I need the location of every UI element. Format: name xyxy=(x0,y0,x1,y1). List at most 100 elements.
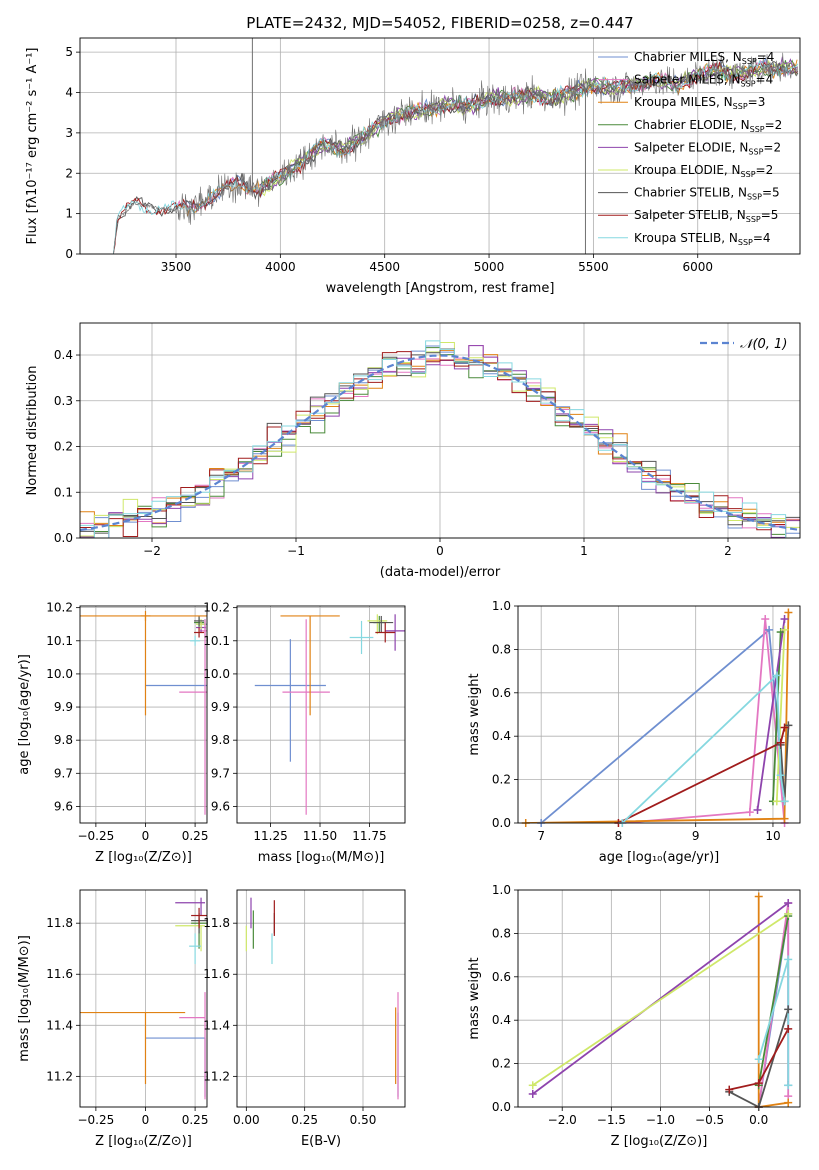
x-tick-label: 1 xyxy=(580,544,588,558)
x-tick-label: 0.0 xyxy=(749,1113,768,1127)
axes-frame xyxy=(517,605,801,824)
mass-weight-line xyxy=(728,1009,790,1107)
x-axis-label: age [log₁₀(age/yr)] xyxy=(599,850,720,865)
x-tick-label: 0.25 xyxy=(182,1113,209,1127)
plot-area xyxy=(80,340,800,538)
mass-weight-line xyxy=(622,618,786,823)
mass-weight-line xyxy=(621,673,786,823)
y-tick-label: 10.0 xyxy=(203,667,230,681)
y-tick-label: 9.7 xyxy=(211,766,230,780)
axes-frame xyxy=(517,889,801,1108)
panel-weight-z: −2.0 −1.5 −1.0 −0.5 0.0 0.0 0.2 0.4 0.6 0.8 1.0 Z [… xyxy=(467,883,801,1149)
axes-frame xyxy=(236,889,406,1108)
x-tick-label: 5000 xyxy=(474,260,505,274)
y-tick-label: 0.0 xyxy=(492,816,511,830)
y-tick-label: 11.8 xyxy=(203,916,230,930)
y-tick-label: 11.4 xyxy=(203,1018,230,1032)
y-tick-label: 0.1 xyxy=(54,485,73,499)
legend-label: Chabrier ELODIE, NSSP=2 xyxy=(634,118,782,134)
y-tick-label: 1 xyxy=(65,207,73,221)
x-tick-label: 0 xyxy=(142,1113,150,1127)
legend-label: Kroupa ELODIE, NSSP=2 xyxy=(634,163,773,179)
x-tick-label: −2 xyxy=(143,544,161,558)
y-tick-label: 10.2 xyxy=(46,601,73,615)
y-axis-label: Flux [fλ10⁻¹⁷ erg cm⁻² s⁻¹ A⁻¹] xyxy=(25,48,40,245)
y-tick-label: 9.8 xyxy=(211,733,230,747)
x-tick-label: −0.25 xyxy=(77,829,114,843)
y-tick-label: 0.3 xyxy=(54,394,73,408)
y-tick-label: 2 xyxy=(65,166,73,180)
x-tick-label: −1.5 xyxy=(597,1113,626,1127)
x-tick-label: 7 xyxy=(537,829,545,843)
y-tick-label: 11.6 xyxy=(46,967,73,981)
x-tick-label: 5500 xyxy=(578,260,609,274)
figure-title: PLATE=2432, MJD=54052, FIBERID=0258, z=0… xyxy=(246,14,633,32)
residual-histogram xyxy=(80,351,800,538)
x-tick-label: 10 xyxy=(765,829,780,843)
y-axis-label: mass weight xyxy=(467,957,482,1039)
panel-ebv-mass: 0.00 0.25 0.50 11.2 11.4 11.6 11.8 E(B-V) xyxy=(203,889,406,1149)
y-tick-label: 0.2 xyxy=(54,440,73,454)
x-tick-label: 4500 xyxy=(369,260,400,274)
mass-weight-line xyxy=(525,612,790,823)
panel-z-age: −0.25 0 0.25 9.6 9.7 9.8 9.9 10.0 10.1 10.2 Z [log… xyxy=(17,601,208,865)
plot-area xyxy=(254,614,405,815)
panel-weight-age: 7 8 9 10 0.0 0.2 0.4 0.6 0.8 1.0 age [log₁₀(age/yr… xyxy=(467,599,801,865)
plot-area xyxy=(80,610,207,815)
x-tick-label: −2.0 xyxy=(548,1113,577,1127)
model-spectrum-line xyxy=(112,60,799,254)
y-tick-label: 11.2 xyxy=(203,1069,230,1083)
residual-histogram xyxy=(80,340,800,538)
y-tick-label: 0.2 xyxy=(492,773,511,787)
plot-area xyxy=(80,897,207,1100)
mass-weight-line xyxy=(540,628,786,823)
x-tick-label: −0.25 xyxy=(77,1113,114,1127)
y-tick-label: 9.9 xyxy=(211,700,230,714)
y-tick-label: 5 xyxy=(65,45,73,59)
x-tick-label: 9 xyxy=(692,829,700,843)
y-tick-label: 1.0 xyxy=(492,599,511,613)
y-tick-label: 0.4 xyxy=(492,1013,511,1027)
x-tick-label: 0.00 xyxy=(233,1113,260,1127)
y-tick-label: 4 xyxy=(65,86,73,100)
y-tick-label: 10.1 xyxy=(203,634,230,648)
y-tick-label: 11.6 xyxy=(203,967,230,981)
x-axis-label: mass [log₁₀(M/M⊙)] xyxy=(258,850,385,865)
y-tick-label: 10.0 xyxy=(46,667,73,681)
x-tick-label: −1.0 xyxy=(646,1113,675,1127)
x-tick-label: 2 xyxy=(724,544,732,558)
y-tick-label: 9.6 xyxy=(211,799,230,813)
y-tick-label: 0.4 xyxy=(54,348,73,362)
mass-weight-line xyxy=(775,629,786,802)
y-tick-label: 0.0 xyxy=(492,1100,511,1114)
spectrum-legend: Chabrier MILES, NSSP=4 Salpeter MILES, NS… xyxy=(598,50,782,247)
panel-residuals: −2 −1 0 1 2 0.0 0.1 0.2 0.3 0.4 (data-model)/error… xyxy=(25,322,801,580)
x-tick-label: 11.25 xyxy=(253,829,287,843)
y-tick-label: 0.6 xyxy=(492,970,511,984)
y-tick-label: 11.4 xyxy=(46,1018,73,1032)
normal-curve xyxy=(80,354,800,532)
x-tick-label: 11.50 xyxy=(303,829,337,843)
x-tick-label: 4000 xyxy=(265,260,296,274)
y-tick-label: 0.8 xyxy=(492,642,511,656)
y-tick-label: 1.0 xyxy=(492,883,511,897)
model-spectrum-line xyxy=(112,61,799,254)
y-tick-label: 9.7 xyxy=(54,766,73,780)
mass-weight-line xyxy=(757,915,790,1086)
legend-label: 𝒩(0, 1) xyxy=(740,337,787,352)
y-tick-label: 9.6 xyxy=(54,799,73,813)
mass-weight-line xyxy=(532,913,789,1087)
x-tick-label: 0.25 xyxy=(291,1113,318,1127)
panels-group: 3500 4000 4500 5000 5500 6000 0 1 2 3 4 5 wavelength… xyxy=(17,37,801,1149)
y-tick-label: 0.8 xyxy=(492,926,511,940)
y-tick-label: 11.2 xyxy=(46,1069,73,1083)
y-tick-label: 0.2 xyxy=(492,1057,511,1071)
mass-weight-line xyxy=(756,618,786,811)
model-spectrum-line xyxy=(112,59,799,254)
panel-spectrum: 3500 4000 4500 5000 5500 6000 0 1 2 3 4 5 wavelength… xyxy=(25,37,801,296)
x-tick-label: −0.5 xyxy=(695,1113,724,1127)
x-tick-label: 8 xyxy=(615,829,623,843)
mass-weight-line xyxy=(618,727,786,823)
x-tick-label: −1 xyxy=(287,544,305,558)
y-tick-label: 3 xyxy=(65,126,73,140)
